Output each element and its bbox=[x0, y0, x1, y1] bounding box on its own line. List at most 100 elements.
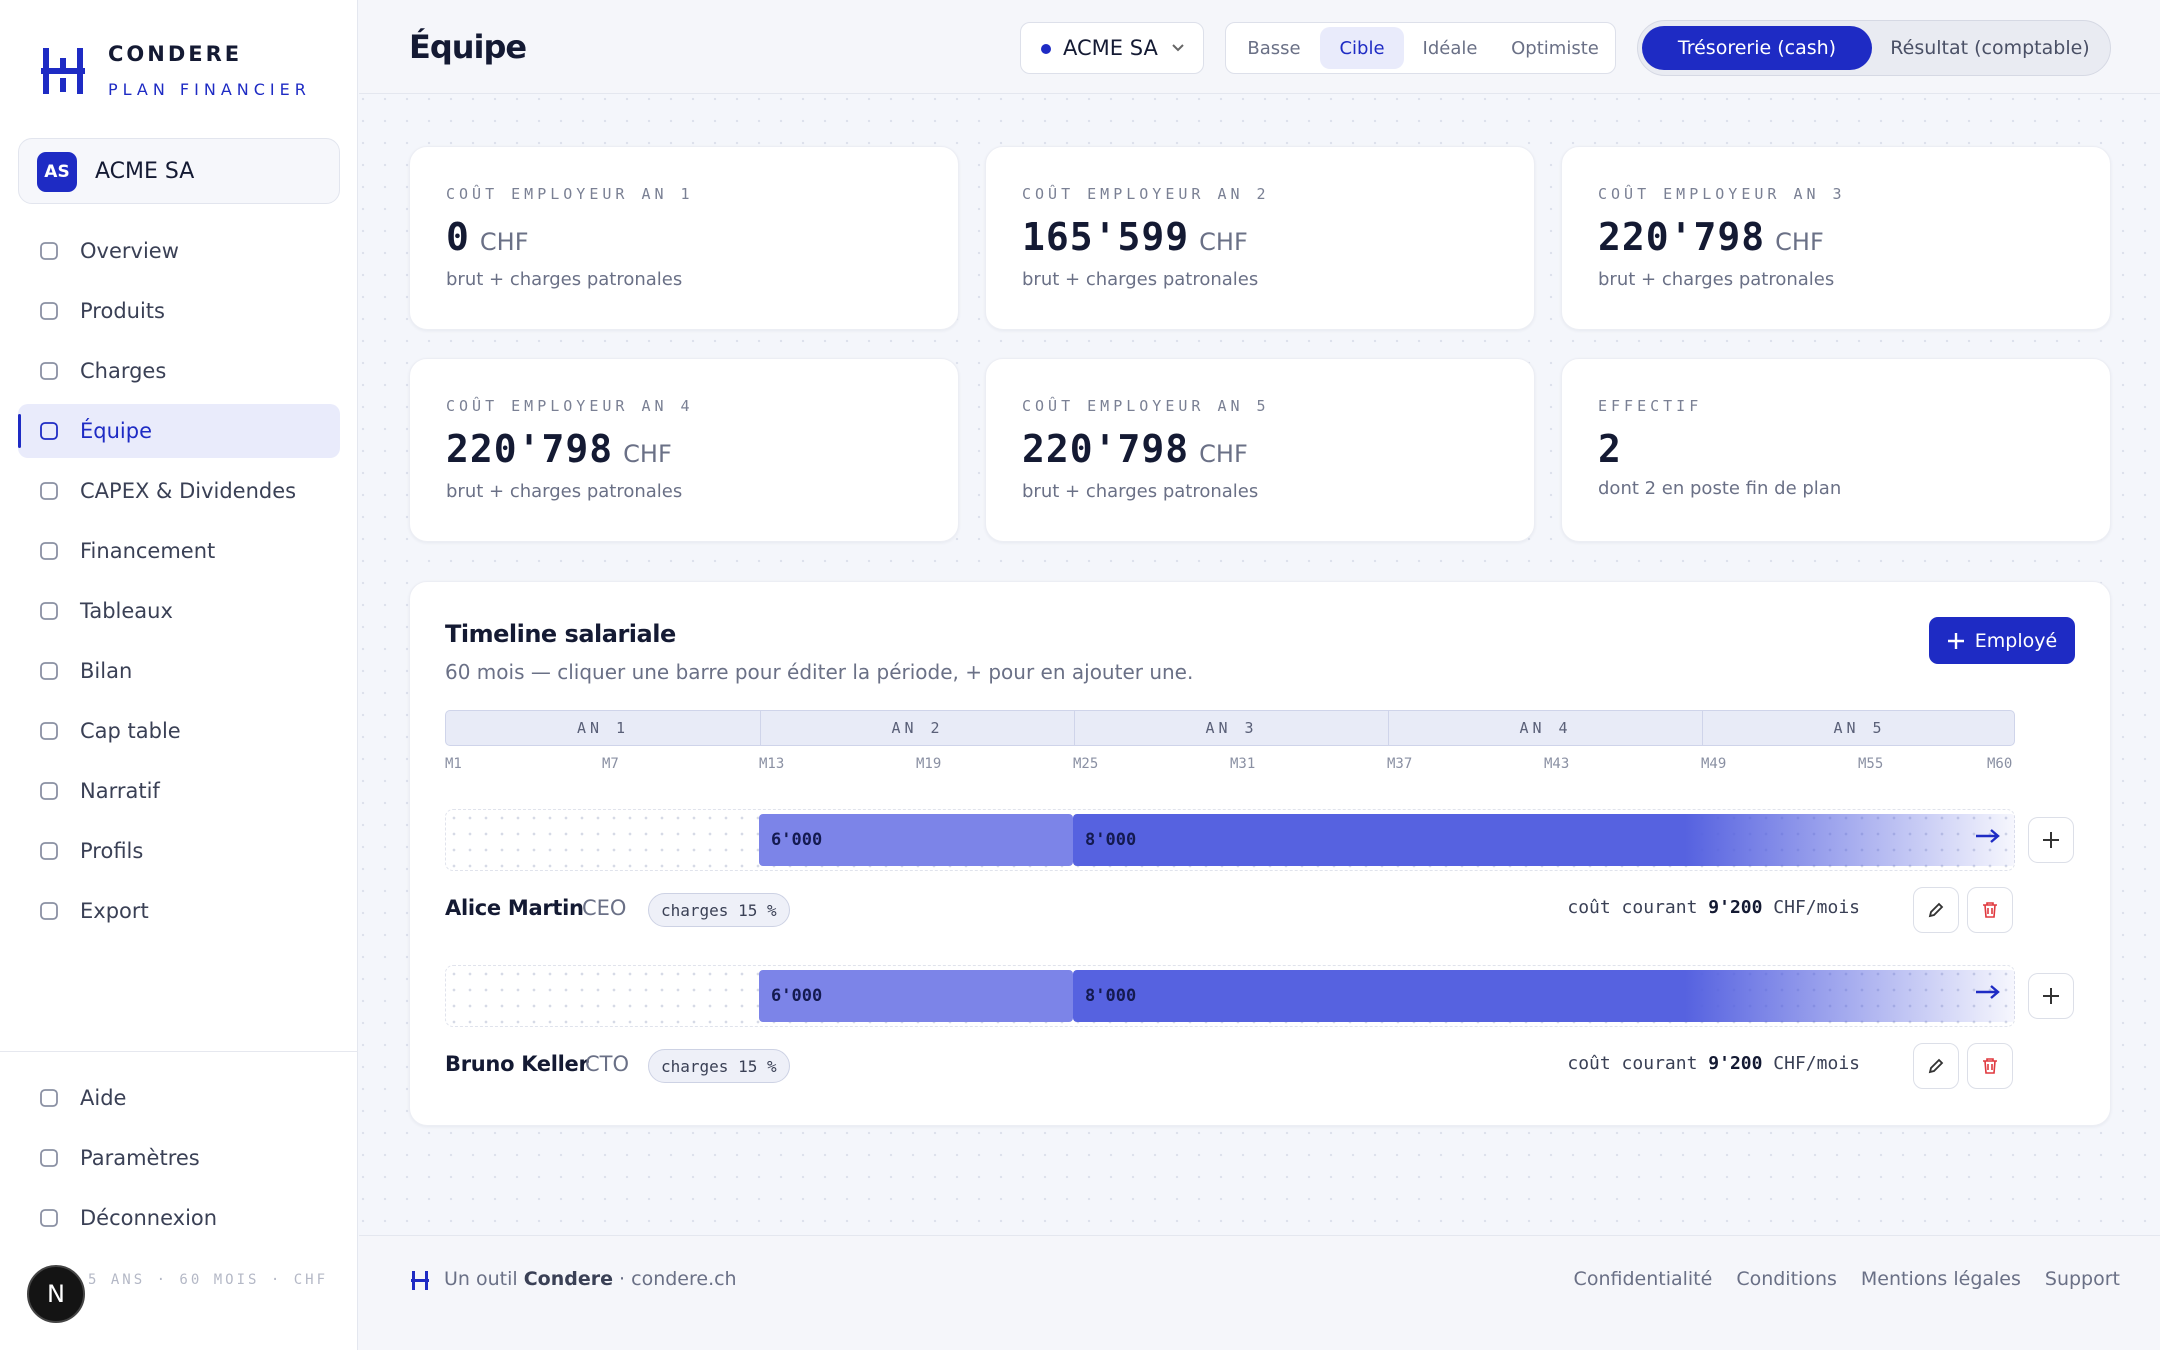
nav-label: Financement bbox=[80, 539, 216, 563]
salary-bar[interactable]: 8'000 bbox=[1073, 814, 2015, 866]
kpi-label: COÛT EMPLOYEUR AN 5 bbox=[1022, 397, 1270, 415]
nav-item[interactable]: Overview bbox=[18, 224, 340, 278]
mode-tab[interactable]: Trésorerie (cash) bbox=[1642, 26, 1872, 70]
kpi-card: COÛT EMPLOYEUR AN 1 0 CHF brut + charges pa… bbox=[409, 146, 959, 330]
kpi-label: COÛT EMPLOYEUR AN 1 bbox=[446, 185, 694, 203]
nav-label: Équipe bbox=[80, 419, 152, 443]
nav-label: Déconnexion bbox=[80, 1206, 218, 1230]
nav-item[interactable]: Paramètres bbox=[18, 1131, 340, 1185]
year-header: AN 1 AN 2 AN 3 AN 4 AN 5 bbox=[445, 710, 2015, 746]
kpi-label: COÛT EMPLOYEUR AN 2 bbox=[1022, 185, 1270, 203]
footer-prefix: Un outil bbox=[444, 1268, 518, 1290]
icon bbox=[40, 482, 58, 500]
nav-item[interactable]: Profils bbox=[18, 824, 340, 878]
icon bbox=[40, 842, 58, 860]
kpi-number: 0 bbox=[446, 215, 470, 259]
kpi-number: 2 bbox=[1598, 427, 1622, 471]
chevron bbox=[1172, 44, 1184, 52]
current-cost: coût courant 9'200 CHF/mois bbox=[1567, 897, 1860, 918]
salary-bar[interactable]: 8'000 bbox=[1073, 970, 2015, 1022]
nav-label: Aide bbox=[80, 1086, 127, 1110]
arrow-icon bbox=[1976, 829, 2000, 843]
delete-button[interactable] bbox=[1967, 887, 2013, 933]
scenario-group: Basse Cible Idéale Optimiste bbox=[1225, 22, 1616, 74]
edit-button[interactable] bbox=[1913, 887, 1959, 933]
footer-link[interactable]: Confidentialité bbox=[1573, 1268, 1713, 1290]
month-tick: M19 bbox=[916, 756, 942, 772]
scenario-tab[interactable]: Idéale bbox=[1422, 37, 1478, 59]
month-tick: M43 bbox=[1544, 756, 1570, 772]
nav-label: Produits bbox=[80, 299, 165, 323]
kpi-label: COÛT EMPLOYEUR AN 4 bbox=[446, 397, 694, 415]
cost-value: 9'200 bbox=[1708, 897, 1763, 918]
cost-label: coût courant bbox=[1567, 897, 1698, 918]
nav-label: Paramètres bbox=[80, 1146, 200, 1170]
sidebar: CONDERE PLAN FINANCIER AS ACME SA Overvi… bbox=[0, 0, 358, 1350]
kpi-number: 165'599 bbox=[1022, 215, 1190, 259]
company-name: ACME SA bbox=[95, 159, 195, 184]
nav-item[interactable]: Produits bbox=[18, 284, 340, 338]
delete-button[interactable] bbox=[1967, 1043, 2013, 1089]
kpi-note: brut + charges patronales bbox=[446, 269, 683, 290]
nav-item[interactable]: Tableaux bbox=[18, 584, 340, 638]
nav-item[interactable]: Bilan bbox=[18, 644, 340, 698]
kpi-card: COÛT EMPLOYEUR AN 4 220'798 CHF brut + char… bbox=[409, 358, 959, 542]
add-period-button[interactable] bbox=[2028, 817, 2074, 863]
company-select-label: ACME SA bbox=[1063, 36, 1158, 60]
continue-arrow bbox=[1975, 823, 2001, 853]
nav-item[interactable]: CAPEX & Dividendes bbox=[18, 464, 340, 518]
kpi-label: COÛT EMPLOYEUR AN 3 bbox=[1598, 185, 1846, 203]
employee-role: CTO bbox=[585, 1052, 630, 1076]
scenario-tab[interactable]: Optimiste bbox=[1511, 37, 1599, 59]
nav-item[interactable]: Charges bbox=[18, 344, 340, 398]
nav-item[interactable]: Financement bbox=[18, 524, 340, 578]
plus-icon bbox=[1947, 632, 1964, 649]
edit-button[interactable] bbox=[1913, 1043, 1959, 1089]
month-tick: M1 bbox=[445, 756, 462, 772]
nav-item[interactable]: Cap table bbox=[18, 704, 340, 758]
month-tick: M37 bbox=[1387, 756, 1413, 772]
edit-icon bbox=[1928, 902, 1944, 918]
brand-tagline: PLAN FINANCIER bbox=[108, 80, 311, 99]
company-card[interactable]: AS ACME SA bbox=[18, 138, 340, 204]
bar-label: 6'000 bbox=[771, 986, 823, 1006]
bar-label: 8'000 bbox=[1085, 986, 1137, 1006]
add-employee-button[interactable]: Employé bbox=[1929, 617, 2075, 664]
kpi-number: 220'798 bbox=[1022, 427, 1190, 471]
kpi-value: 220'798 CHF bbox=[446, 427, 672, 471]
footer-link[interactable]: Support bbox=[2044, 1268, 2120, 1290]
icon bbox=[40, 1089, 58, 1107]
icon bbox=[40, 542, 58, 560]
kpi-card: COÛT EMPLOYEUR AN 3 220'798 CHF brut + char… bbox=[1561, 146, 2111, 330]
nav-item[interactable]: Équipe bbox=[18, 404, 340, 458]
footer-link[interactable]: Conditions bbox=[1736, 1268, 1837, 1290]
nav-item[interactable]: Aide bbox=[18, 1071, 340, 1125]
brand-name: CONDERE bbox=[108, 42, 243, 66]
nav-item[interactable]: Narratif bbox=[18, 764, 340, 818]
delete-icon bbox=[1983, 902, 1997, 918]
scenario-tab[interactable]: Basse bbox=[1247, 37, 1301, 59]
month-tick: M31 bbox=[1230, 756, 1256, 772]
company-select[interactable]: ACME SA bbox=[1020, 22, 1204, 74]
avatar[interactable]: N bbox=[27, 1265, 85, 1323]
bar-label: 8'000 bbox=[1085, 830, 1137, 850]
nav-label: CAPEX & Dividendes bbox=[80, 479, 297, 503]
nav-item[interactable]: Export bbox=[18, 884, 340, 938]
salary-bar[interactable]: 6'000 bbox=[759, 970, 1073, 1022]
plus-icon bbox=[2043, 832, 2059, 848]
year-label: AN 3 bbox=[1074, 711, 1388, 745]
nav-label: Overview bbox=[80, 239, 179, 263]
scenario-tab[interactable]: Cible bbox=[1320, 27, 1404, 69]
arrow-icon bbox=[1976, 985, 2000, 999]
kpi-value: 165'599 CHF bbox=[1022, 215, 1248, 259]
icon bbox=[40, 602, 58, 620]
nav-item[interactable]: Déconnexion bbox=[18, 1191, 340, 1245]
mode-tab[interactable]: Résultat (comptable) bbox=[1890, 37, 2090, 59]
kpi-unit: CHF bbox=[479, 228, 529, 256]
add-period-button[interactable] bbox=[2028, 973, 2074, 1019]
salary-bar[interactable]: 6'000 bbox=[759, 814, 1073, 866]
nav-label: Profils bbox=[80, 839, 144, 863]
icon bbox=[40, 302, 58, 320]
footer-link[interactable]: Mentions légales bbox=[1860, 1268, 2021, 1290]
nav-label: Charges bbox=[80, 359, 167, 383]
